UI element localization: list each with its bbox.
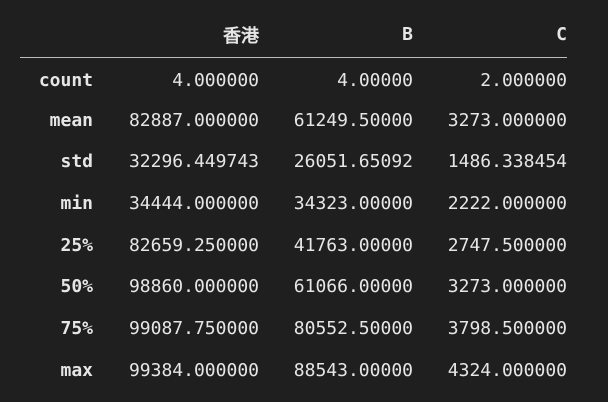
table-cell: 2747.500000 <box>447 234 567 256</box>
table-cell: 2222.000000 <box>447 192 567 214</box>
describe-table: 香港 B C count 4.000000 4.00000 2.000000 m… <box>20 12 567 391</box>
table-cell: 80552.50000 <box>293 317 413 339</box>
header-row: 香港 B C <box>20 12 567 58</box>
row-label: 25% <box>60 234 93 256</box>
row-label: std <box>60 151 93 173</box>
row-label: min <box>60 192 93 214</box>
index-header <box>20 12 93 58</box>
table-cell: 34444.000000 <box>128 192 259 214</box>
table-cell: 99384.000000 <box>128 359 259 381</box>
table-cell: 88543.00000 <box>293 359 413 381</box>
table-cell: 61249.50000 <box>293 109 413 131</box>
row-label: 50% <box>60 276 93 298</box>
column-header-2: B <box>259 12 413 58</box>
table-cell: 3798.500000 <box>447 317 567 339</box>
table-cell: 82887.000000 <box>128 109 259 131</box>
table-row: std 32296.449743 26051.65092 1486.338454 <box>20 141 567 183</box>
table-row: 50% 98860.000000 61066.00000 3273.000000 <box>20 266 567 308</box>
table-cell: 82659.250000 <box>128 234 259 256</box>
table-cell: 26051.65092 <box>293 151 413 173</box>
table-cell: 4.000000 <box>172 70 259 92</box>
column-header-3: C <box>413 12 567 58</box>
table-cell: 61066.00000 <box>293 276 413 298</box>
table-cell: 4324.000000 <box>447 359 567 381</box>
table-cell: 2.000000 <box>480 70 567 92</box>
table-cell: 1486.338454 <box>447 151 567 173</box>
table-row: 25% 82659.250000 41763.00000 2747.500000 <box>20 224 567 266</box>
table-cell: 3273.000000 <box>447 109 567 131</box>
table-row: min 34444.000000 34323.00000 2222.000000 <box>20 183 567 225</box>
table-cell: 3273.000000 <box>447 276 567 298</box>
table-row: 75% 99087.750000 80552.50000 3798.500000 <box>20 308 567 350</box>
table-cell: 32296.449743 <box>128 151 259 173</box>
row-label: mean <box>49 109 93 131</box>
row-label: count <box>38 70 93 92</box>
table-cell: 41763.00000 <box>293 234 413 256</box>
table-row: count 4.000000 4.00000 2.000000 <box>20 58 567 100</box>
table-row: mean 82887.000000 61249.50000 3273.00000… <box>20 99 567 141</box>
row-label: max <box>60 359 93 381</box>
column-header-1: 香港 <box>93 12 259 58</box>
table-cell: 34323.00000 <box>293 192 413 214</box>
table-row: max 99384.000000 88543.00000 4324.000000 <box>20 349 567 391</box>
table-cell: 99087.750000 <box>128 317 259 339</box>
row-label: 75% <box>60 317 93 339</box>
table-cell: 98860.000000 <box>128 276 259 298</box>
table-cell: 4.00000 <box>337 70 413 92</box>
